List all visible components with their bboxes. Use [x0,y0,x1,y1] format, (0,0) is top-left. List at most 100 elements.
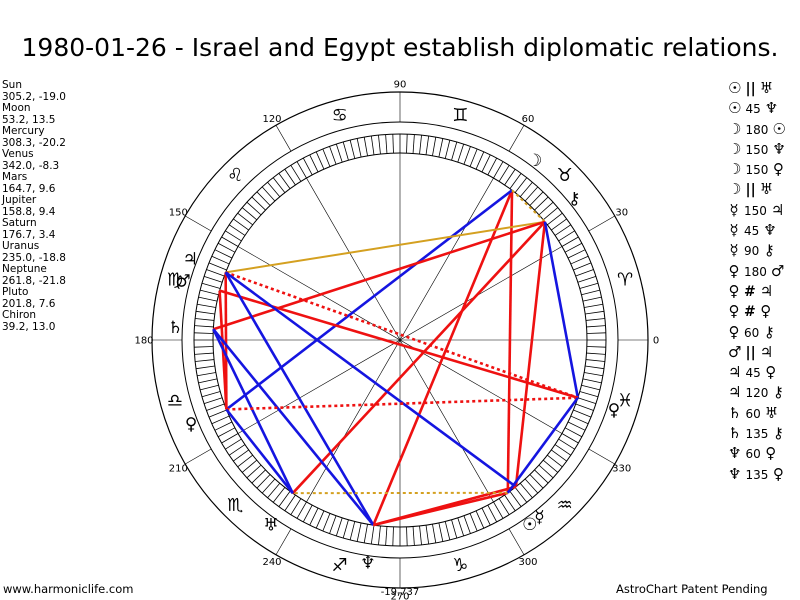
degree-tick [356,138,362,158]
aspect-planet-a: ☉ [728,79,742,97]
degree-tick [246,464,262,479]
aspect-row: ☽ 150 ♀ [728,159,800,179]
aspect-planet-a: ♂ [728,342,742,361]
degree-tick [519,482,533,499]
moon-icon: ☽ [527,151,542,171]
degree-label: 30 [615,208,628,219]
aspect-line-blue [212,328,375,526]
degree-tick [370,135,375,155]
degree-tick [315,510,325,529]
degree-tick [504,494,516,512]
degree-label: 210 [169,464,188,475]
aspect-planet-a: ♀ [728,322,740,341]
sign-divider [275,528,292,555]
degree-tick [493,501,504,519]
aspect-row: ☿ 45 ♆ [728,220,800,240]
aspect-planet-b: ⚷ [772,424,784,443]
degree-tick [225,230,242,242]
degree-tick [564,427,583,438]
degree-tick [203,397,223,405]
degree-tick [392,134,394,154]
aspect-line-gold [225,220,546,274]
degree-tick [195,359,215,362]
degree-tick [567,249,586,259]
planet-coords: 308.3, -20.2 [2,136,66,149]
aspect-planet-a: ☽ [728,160,742,179]
degree-tick [438,138,444,158]
aspect-planet-a: ♀ [728,281,740,300]
degree-tick [585,318,605,321]
degree-tick [579,391,599,398]
degree-tick [296,501,307,519]
aspect-symbol: # [744,283,756,300]
aspect-planet-b: ♀ [760,302,772,321]
degree-tick [581,289,600,296]
degree-tick [194,332,214,334]
degree-tick [302,504,313,523]
degree-tick [586,346,606,348]
aspect-row: ♀ 180 ♂ [728,261,800,281]
aspect-line-blue [224,271,517,488]
degree-tick [584,303,603,308]
degree-tick [529,191,544,206]
aspect-row: ♂ || ♃ [728,342,800,362]
degree-tick [284,494,296,512]
aspect-line-blue [543,221,580,399]
aspect-planet-a: ☿ [729,200,739,219]
aspect-planet-a: ♃ [728,363,742,382]
aspect-row: ♆ 60 ♀ [728,443,800,463]
degree-tick [444,140,451,159]
degree-tick [241,459,258,473]
aspect-planet-b: ⚷ [772,383,784,402]
degree-tick [206,269,225,277]
gemini-icon: ♊ [452,105,468,126]
planet-coords: 164.7, 9.6 [2,182,56,195]
degree-tick [214,249,233,259]
degree-tick [201,282,221,289]
aspect-row: ♀ # ♃ [728,281,800,301]
aspect-symbol: || [745,182,756,199]
degree-tick [406,526,408,546]
planet-coords: 235.0, -18.8 [2,251,66,264]
degree-tick [349,140,356,159]
degree-tick [228,444,246,456]
aspect-symbol: 180 [745,122,769,137]
planet-name: Pluto [2,286,29,298]
patent-notice: AstroChart Patent Pending [616,582,768,596]
degree-tick [246,201,262,216]
mercury-icon: ☿ [534,508,544,528]
degree-tick [194,346,214,348]
degree-tick [349,521,356,540]
aspect-planet-a: ♃ [728,383,742,402]
jupiter-icon: ♃ [183,250,198,270]
degree-tick [463,515,471,534]
libra-icon: ♎ [167,390,183,411]
degree-tick [542,459,559,473]
degree-tick [211,415,230,425]
aspect-row: ☉ 45 ♆ [728,98,800,118]
degree-tick [582,378,602,384]
degree-tick [554,444,572,456]
degree-tick [214,421,233,431]
degree-tick [577,275,597,283]
degree-tick [425,525,430,545]
degree-tick [547,454,563,468]
degree-tick [425,135,430,155]
degree-tick [194,352,214,355]
degree-tick [267,482,281,499]
degree-tick [585,359,605,362]
degree-tick [335,143,343,163]
degree-tick [457,517,465,537]
aspect-row: ☽ 180 ☉ [728,119,800,139]
page-title: 1980-01-26 - Israel and Egypt establish … [21,33,779,62]
aspect-line-red [506,190,514,493]
planet-name: Jupiter [2,194,37,206]
pluto-icon: ♀ [185,415,197,435]
degree-tick [217,427,236,438]
aspect-planet-b: ♀ [772,464,784,483]
aspect-planet-b: ♅ [759,180,774,199]
degree-tick [586,352,606,355]
site-link[interactable]: www.harmoniclife.com [3,582,134,596]
aspect-planet-a: ☉ [728,99,742,118]
aspect-row: ♃ 45 ♀ [728,362,800,382]
